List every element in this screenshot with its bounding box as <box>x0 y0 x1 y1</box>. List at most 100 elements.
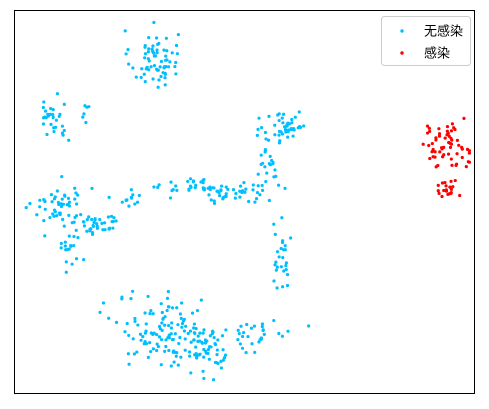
data-point <box>282 112 286 116</box>
data-point <box>272 279 276 283</box>
data-point <box>186 179 190 184</box>
legend-label-no-infection: 无感染 <box>424 24 463 40</box>
data-point <box>67 200 72 204</box>
data-point <box>455 152 459 156</box>
data-point <box>166 289 170 294</box>
data-point <box>67 213 71 217</box>
data-point <box>440 181 445 185</box>
data-point <box>444 189 449 193</box>
data-point <box>289 236 293 240</box>
data-point <box>173 64 177 69</box>
data-point <box>142 342 146 346</box>
data-point <box>38 198 42 202</box>
data-point <box>169 326 174 330</box>
data-point <box>238 342 243 346</box>
data-point <box>43 115 47 119</box>
data-point <box>224 328 228 332</box>
data-point <box>201 181 205 185</box>
data-point <box>45 132 49 137</box>
data-point <box>107 316 111 320</box>
data-point <box>458 193 462 198</box>
data-point <box>242 181 246 185</box>
data-point <box>180 325 184 329</box>
data-point <box>440 194 444 199</box>
data-point <box>277 133 281 137</box>
legend-marker-no-infection <box>400 29 404 33</box>
data-point <box>179 316 183 320</box>
data-point <box>255 133 259 137</box>
data-point <box>261 328 265 332</box>
data-point <box>256 184 260 188</box>
data-point <box>215 348 219 352</box>
data-point <box>200 341 204 345</box>
data-point <box>92 224 96 228</box>
data-point <box>157 335 162 339</box>
data-point <box>239 324 243 328</box>
data-point <box>42 100 46 104</box>
data-point <box>127 204 131 208</box>
data-point <box>143 56 147 60</box>
data-point <box>87 105 91 109</box>
data-point <box>67 247 71 251</box>
data-point <box>188 354 192 358</box>
data-point <box>263 165 267 169</box>
data-point <box>465 147 470 151</box>
data-point <box>109 214 114 218</box>
data-point <box>189 340 193 344</box>
data-point <box>160 310 164 315</box>
data-point <box>249 326 254 330</box>
data-point <box>201 178 205 182</box>
data-point <box>428 156 432 161</box>
data-point <box>284 261 288 265</box>
data-point <box>433 150 437 154</box>
data-point <box>170 51 174 55</box>
data-point <box>127 362 131 366</box>
data-point <box>95 222 99 226</box>
data-point <box>43 109 48 113</box>
data-point <box>87 215 91 219</box>
data-point <box>107 195 111 199</box>
data-point <box>62 128 66 133</box>
data-point <box>142 72 146 76</box>
data-point <box>166 65 171 69</box>
legend-marker-infection <box>400 51 404 55</box>
data-point <box>164 338 168 342</box>
data-point <box>275 286 279 290</box>
data-point <box>257 116 261 120</box>
data-point <box>260 126 264 130</box>
data-point <box>167 348 171 353</box>
data-point <box>259 153 263 157</box>
data-point <box>224 194 228 199</box>
data-point <box>260 324 264 329</box>
data-point <box>280 216 284 220</box>
data-point <box>42 198 46 202</box>
data-point <box>152 64 157 68</box>
data-point <box>449 187 453 191</box>
data-point <box>245 322 249 327</box>
data-point <box>281 239 285 243</box>
data-point <box>63 244 67 248</box>
data-point <box>199 298 203 302</box>
data-point <box>151 51 155 55</box>
data-point <box>462 116 466 120</box>
data-point <box>103 228 107 232</box>
data-point <box>264 179 268 184</box>
data-point <box>224 185 228 189</box>
data-point <box>167 305 171 309</box>
data-point <box>244 350 248 355</box>
data-point <box>160 328 164 332</box>
data-point <box>212 201 217 206</box>
data-point <box>161 316 165 321</box>
data-point <box>67 234 71 238</box>
data-point <box>192 338 196 342</box>
data-point <box>265 171 269 175</box>
data-point <box>286 329 290 333</box>
data-point <box>151 312 155 316</box>
data-point <box>176 323 180 327</box>
data-point <box>201 186 205 190</box>
data-point <box>446 152 451 156</box>
data-point <box>251 183 255 187</box>
data-point <box>191 180 195 184</box>
data-point <box>221 348 225 352</box>
data-point <box>251 188 255 192</box>
